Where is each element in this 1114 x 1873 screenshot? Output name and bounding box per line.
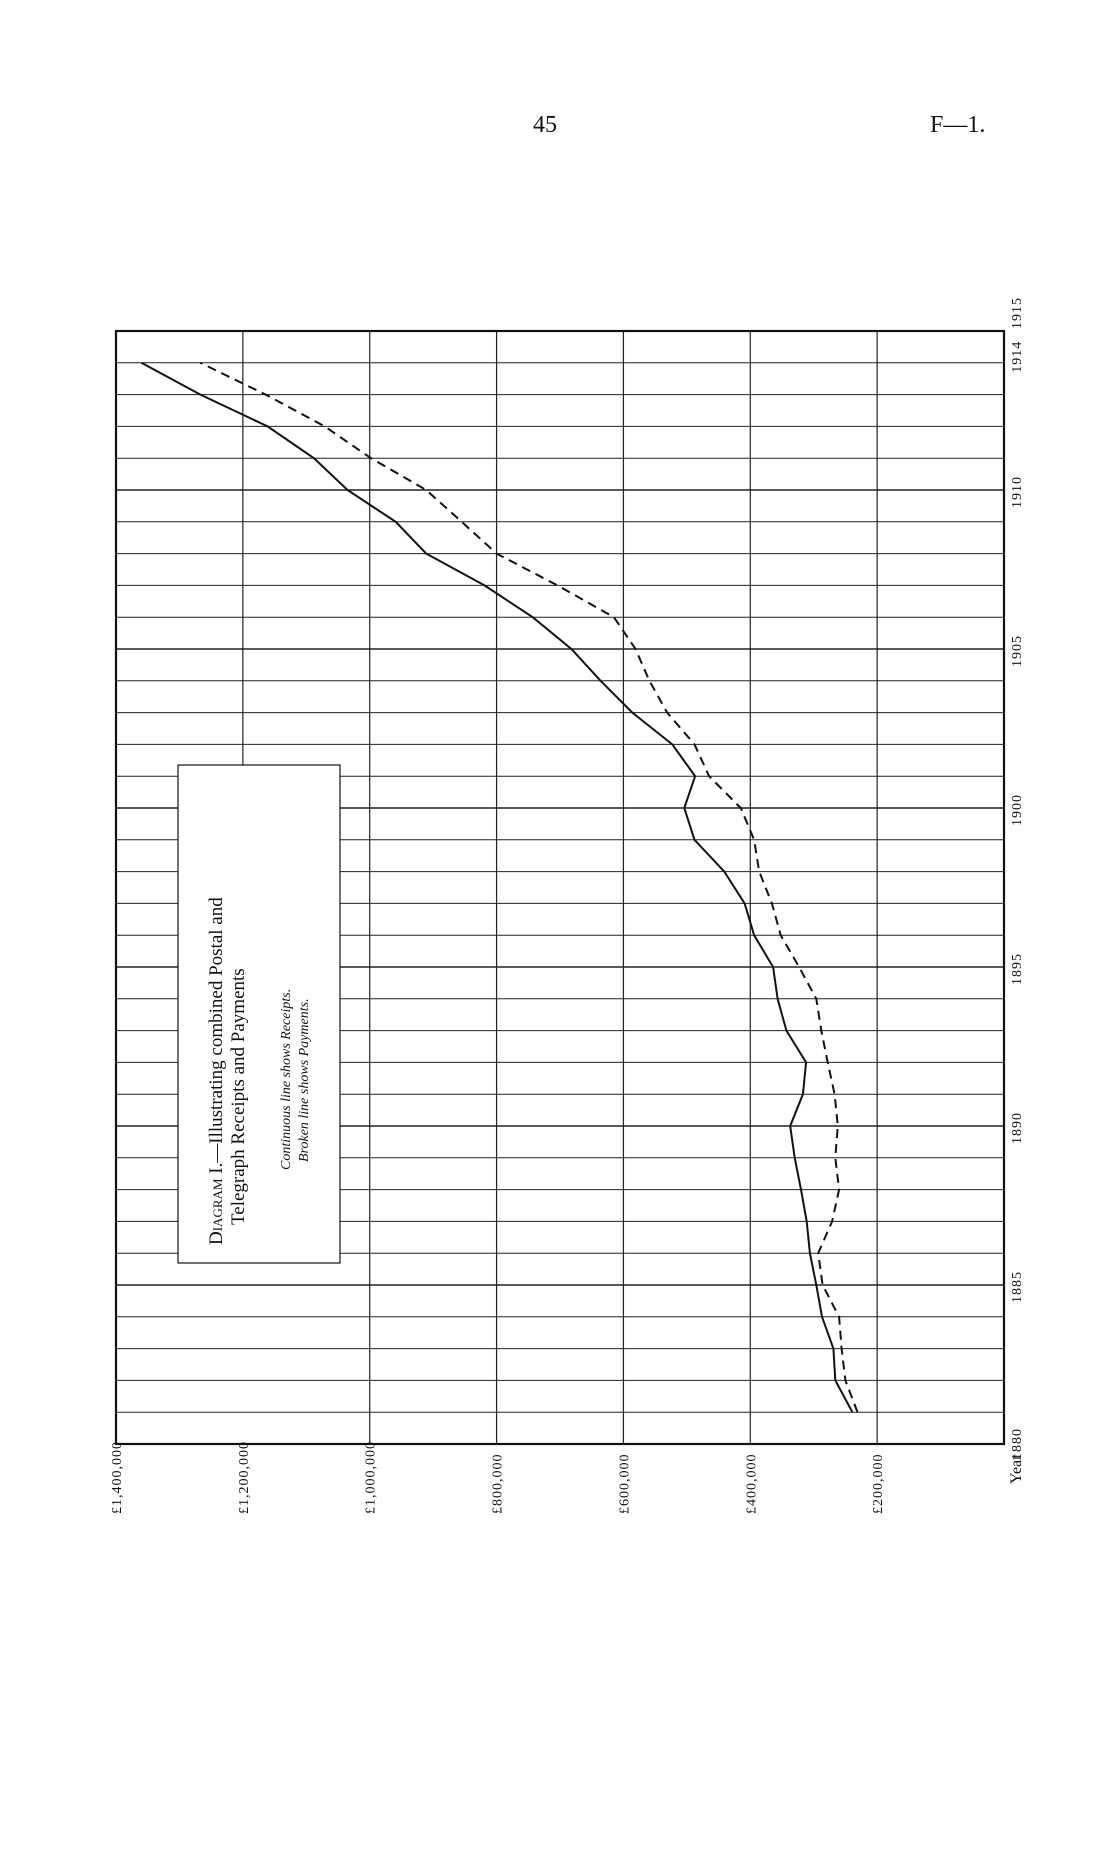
value-axis-labels: £1,400,000 £1,200,000 £1,000,000 £800,000 £6…: [110, 1441, 886, 1514]
year-axis-title: Year: [1008, 1454, 1025, 1484]
year-tick-label: 1905: [1010, 635, 1025, 667]
document-reference: F—1.: [930, 112, 986, 138]
legend-box: Diagram I.—Illustrating combined Postal …: [177, 764, 341, 1264]
value-tick-label: £200,000: [871, 1454, 886, 1515]
chart-title-line2: Telegraph Receipts and Payments: [228, 968, 249, 1225]
series-payments-line: [199, 361, 859, 1413]
year-tick-label: 1890: [1010, 1112, 1025, 1144]
year-tick-label: 1910: [1010, 476, 1025, 508]
year-tick-label: 1895: [1010, 953, 1025, 985]
series-receipts-line: [140, 361, 854, 1413]
chart-title-line1: Diagram I.—Illustrating combined Postal …: [206, 897, 227, 1245]
year-tick-label: 1900: [1010, 794, 1025, 826]
plot-border: [114, 329, 1006, 1446]
year-tick-label: 1915: [1010, 297, 1025, 329]
value-tick-label: £600,000: [617, 1454, 632, 1515]
legend-receipts: Continuous line shows Receipts.: [279, 989, 294, 1170]
value-tick-label: £800,000: [491, 1454, 506, 1515]
value-tick-label: £1,200,000: [237, 1441, 252, 1514]
value-tick-label: £400,000: [744, 1454, 759, 1515]
page-number: 45: [533, 112, 557, 138]
year-tick-label: 1914: [1010, 341, 1025, 373]
year-tick-label: 1880: [1010, 1428, 1025, 1460]
value-tick-label: £1,400,000: [110, 1441, 125, 1514]
year-tick-label: 1885: [1010, 1271, 1025, 1303]
series-lines: [140, 361, 859, 1413]
legend-frame: [177, 764, 341, 1264]
value-tick-label: £1,000,000: [364, 1441, 379, 1514]
legend-payments: Broken line shows Payments.: [297, 998, 312, 1162]
